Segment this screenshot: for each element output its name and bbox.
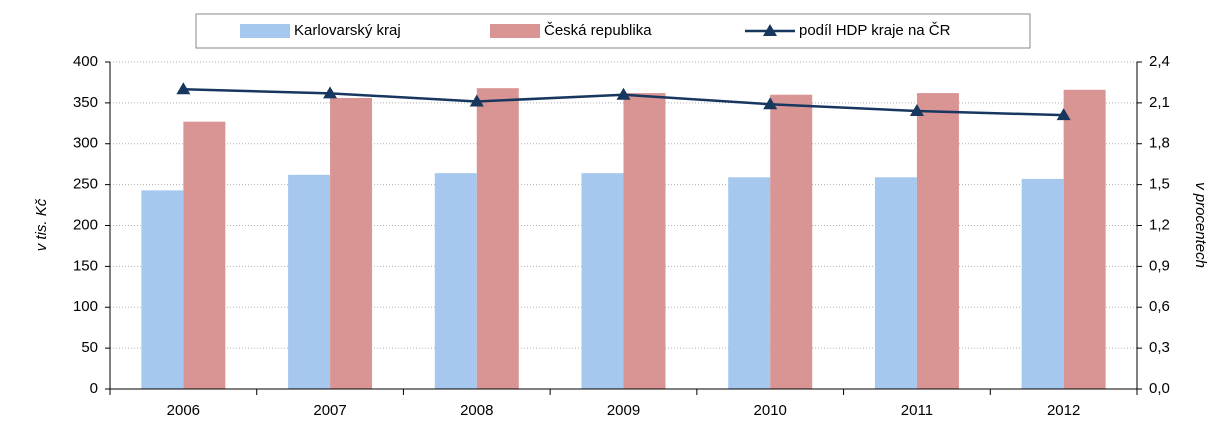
x-tick-label: 2008 — [460, 402, 493, 419]
legend-swatch — [240, 24, 290, 38]
line-marker — [176, 82, 191, 95]
y2-tick-label: 0,0 — [1149, 380, 1170, 397]
bar — [434, 173, 477, 389]
bar — [141, 190, 184, 389]
x-tick-label: 2011 — [901, 402, 933, 419]
y2-axis-label: v procentech — [1192, 182, 1209, 268]
x-tick-label: 2009 — [607, 402, 640, 419]
y-tick-label: 200 — [73, 216, 98, 233]
y2-tick-label: 2,1 — [1149, 94, 1170, 111]
line-marker — [909, 104, 924, 117]
line-marker — [763, 97, 778, 110]
bar — [874, 177, 917, 389]
x-tick-label: 2007 — [313, 402, 346, 419]
y2-tick-label: 2,4 — [1149, 53, 1170, 70]
y-tick-label: 350 — [73, 94, 98, 111]
bar — [770, 94, 813, 389]
legend-label: podíl HDP kraje na ČR — [799, 22, 951, 39]
y-tick-label: 250 — [73, 176, 98, 193]
legend-marker — [763, 24, 777, 36]
legend-box — [195, 13, 1031, 49]
legend-label: Karlovarský kraj — [294, 22, 401, 39]
bar — [330, 97, 373, 389]
y-tick-label: 0 — [90, 380, 98, 397]
line-marker — [323, 86, 338, 99]
bar — [1021, 178, 1064, 389]
bar — [1063, 89, 1106, 390]
y2-tick-label: 0,3 — [1149, 339, 1170, 356]
y2-tick-label: 1,2 — [1149, 216, 1170, 233]
y-tick-label: 400 — [73, 53, 98, 70]
line-marker — [616, 87, 631, 100]
bar — [476, 88, 519, 389]
bar — [623, 93, 666, 389]
bar — [916, 93, 959, 389]
y2-tick-label: 1,8 — [1149, 135, 1170, 152]
y-tick-label: 300 — [73, 135, 98, 152]
y-tick-label: 150 — [73, 257, 98, 274]
y-tick-label: 100 — [73, 298, 98, 315]
legend-label: Česká republika — [544, 22, 652, 39]
line-marker — [469, 94, 484, 107]
y2-tick-label: 0,6 — [1149, 298, 1170, 315]
x-tick-label: 2010 — [754, 402, 787, 419]
y2-tick-label: 1,5 — [1149, 176, 1170, 193]
bar — [728, 177, 771, 389]
x-tick-label: 2012 — [1047, 402, 1080, 419]
y2-tick-label: 0,9 — [1149, 257, 1170, 274]
x-tick-label: 2006 — [167, 402, 200, 419]
bar — [581, 173, 624, 389]
bar — [183, 121, 226, 390]
legend-swatch — [490, 24, 540, 38]
y-tick-label: 50 — [81, 339, 98, 356]
line-marker — [1056, 108, 1071, 121]
bar — [288, 174, 331, 389]
y-axis-label: v tis. Kč — [33, 198, 50, 251]
